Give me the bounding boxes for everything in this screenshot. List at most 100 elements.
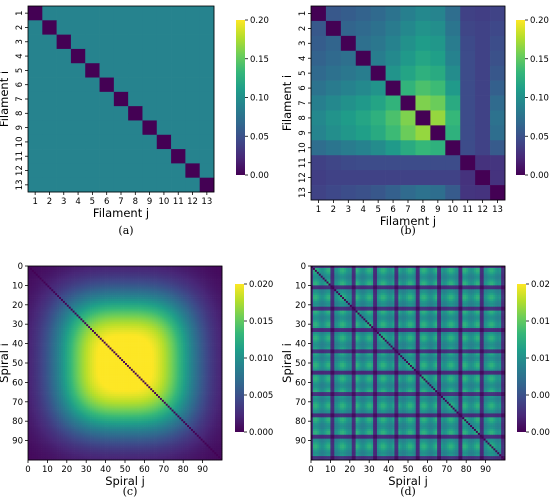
heatmap-cell [214, 283, 217, 286]
colorbar-gradient [516, 20, 525, 175]
colorbar-tick-label: 0.10 [530, 94, 549, 104]
heatmap-cell [31, 287, 35, 290]
heatmap-cell [51, 273, 54, 277]
heatmap-cell [210, 275, 213, 278]
heatmap-cell [39, 289, 42, 292]
heatmap-cell [165, 285, 169, 288]
heatmap-cell [84, 283, 87, 286]
heatmap-cell [41, 271, 44, 275]
heatmap-cell [192, 266, 196, 269]
heatmap-cell [115, 279, 118, 282]
heatmap-cell [200, 267, 203, 271]
heatmap-cell [192, 275, 196, 278]
heatmap-cell [185, 91, 201, 107]
heatmap-cell [60, 269, 64, 273]
heatmap-cell [57, 271, 60, 275]
heatmap-cell [130, 281, 134, 284]
heatmap-cell [51, 285, 54, 288]
x-tick-label: 1 [316, 205, 321, 215]
heatmap-cell [400, 125, 416, 141]
heatmap-cell [152, 281, 155, 284]
heatmap-cell [142, 266, 145, 269]
heatmap-cell [90, 271, 93, 275]
heatmap-cell [140, 266, 143, 269]
heatmap-cell [128, 91, 143, 107]
heatmap-cell [208, 275, 211, 278]
heatmap-cell [214, 269, 217, 273]
heatmap-cell [175, 273, 178, 277]
heatmap-cell [206, 281, 209, 284]
heatmap-cell [204, 271, 207, 275]
heatmap-cell [154, 271, 157, 275]
heatmap-cell [175, 281, 178, 284]
heatmap-cell [187, 287, 190, 290]
heatmap-cell [68, 267, 72, 271]
heatmap-cell [111, 266, 114, 269]
heatmap-cell [171, 287, 174, 290]
heatmap-cell [56, 20, 72, 35]
heatmap-cell [206, 273, 209, 277]
heatmap-cell [177, 279, 180, 282]
heatmap-cell [165, 271, 169, 275]
heatmap-cell [132, 285, 136, 288]
heatmap-cell [125, 287, 128, 290]
heatmap-cell [325, 95, 342, 111]
heatmap-cell [400, 6, 416, 22]
heatmap-cell [156, 273, 159, 277]
heatmap-cell [355, 95, 372, 111]
heatmap-cell [445, 170, 461, 186]
heatmap-cell [62, 283, 66, 286]
heatmap-cell [55, 287, 58, 290]
heatmap-cell [340, 50, 357, 67]
heatmap-cell [206, 279, 209, 282]
heatmap-cell [113, 275, 116, 278]
heatmap-cell [56, 6, 72, 21]
heatmap-cell [47, 273, 50, 277]
heatmap-cell [159, 281, 163, 284]
heatmap-cell [156, 149, 172, 164]
heatmap-cell [150, 279, 153, 282]
heatmap-cell [311, 35, 327, 52]
y-tick-label: 11 [298, 157, 308, 168]
heatmap-cell [128, 149, 143, 164]
heatmap-cell [185, 48, 201, 64]
heatmap-cell [171, 120, 186, 136]
heatmap-cell [214, 281, 217, 284]
heatmap-cell [82, 266, 85, 269]
heatmap-cell [171, 273, 174, 277]
heatmap-cell [142, 289, 145, 292]
heatmap-cell [74, 269, 77, 273]
heatmap-cell [90, 279, 93, 282]
heatmap-cell [163, 281, 167, 284]
heatmap-cell [212, 269, 215, 273]
heatmap-cell [198, 267, 202, 271]
heatmap-cell [415, 50, 431, 67]
heatmap-cell [126, 289, 130, 292]
heatmap-cell [167, 287, 170, 290]
heatmap-cell [78, 266, 81, 269]
heatmap-cell [113, 267, 116, 271]
heatmap-cell [181, 266, 184, 269]
heatmap-cell [165, 267, 169, 271]
heatmap-cell [45, 266, 48, 269]
heatmap-cell [113, 63, 129, 78]
heatmap-cell [445, 110, 461, 126]
heatmap-cell [152, 279, 155, 282]
heatmap-cell [340, 80, 357, 96]
heatmap-cell [171, 6, 186, 21]
heatmap-cell [35, 283, 39, 286]
x-tick-label: 8 [133, 197, 138, 207]
heatmap-cell [128, 266, 132, 269]
heatmap-cell [33, 277, 37, 280]
heatmap-cell [202, 281, 205, 284]
heatmap-cell [70, 279, 73, 282]
heatmap-cell [460, 110, 476, 126]
heatmap-cell [204, 279, 207, 282]
heatmap-cell [185, 163, 201, 179]
heatmap-cell [136, 283, 139, 286]
heatmap-cell [29, 269, 33, 273]
heatmap-cell [161, 281, 165, 284]
heatmap-cell [445, 80, 461, 96]
heatmap-cell [47, 277, 50, 280]
heatmap-cell [430, 50, 446, 67]
